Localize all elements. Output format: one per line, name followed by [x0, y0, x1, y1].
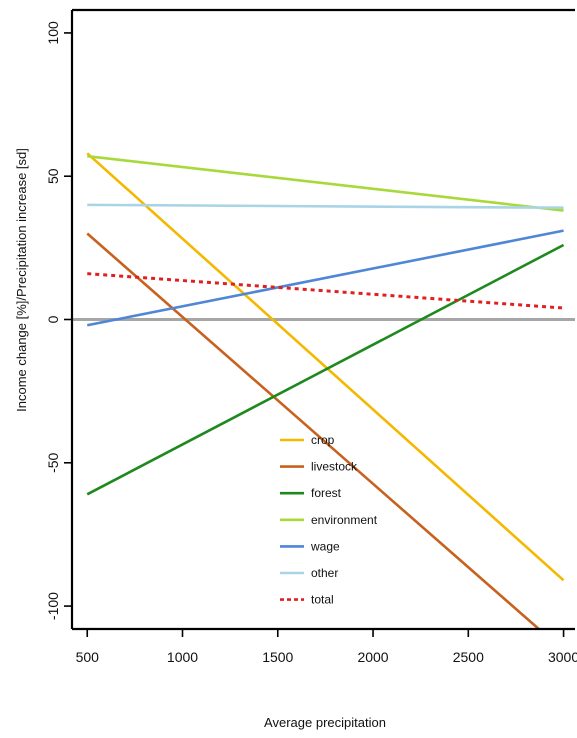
legend-label-crop: crop — [311, 433, 335, 447]
x-axis-title: Average precipitation — [264, 715, 386, 730]
x-tick-label: 2000 — [357, 649, 388, 665]
legend-label-total: total — [311, 593, 334, 607]
y-tick-label: 50 — [45, 168, 61, 184]
legend-label-wage: wage — [310, 539, 340, 553]
legend-label-other: other — [311, 566, 338, 580]
y-tick-label: -50 — [45, 452, 61, 472]
legend-label-forest: forest — [311, 486, 342, 500]
legend-label-livestock: livestock — [311, 460, 358, 474]
x-tick-label: 3000 — [548, 649, 577, 665]
legend-label-environment: environment — [311, 513, 378, 527]
y-tick-label: -100 — [45, 592, 61, 620]
y-tick-label: 0 — [45, 315, 61, 323]
series-line-other — [87, 203, 564, 210]
y-axis-title: Income change [%]/Precipitation increase… — [14, 148, 29, 412]
series-lines — [72, 152, 575, 629]
series-line-forest — [86, 243, 565, 496]
axes: 500 1000 1500 2000 2500 3000 -100 -50 0 50 100 — [45, 8, 577, 665]
series-line-wage — [86, 229, 564, 327]
series-line-environment — [87, 154, 564, 212]
x-tick-label: 1500 — [262, 649, 293, 665]
series-line-livestock — [86, 232, 540, 629]
x-tick-label: 500 — [76, 649, 100, 665]
x-tick-label: 2500 — [453, 649, 484, 665]
series-line-crop — [86, 152, 565, 582]
legend: crop livestock forest environment wage other t… — [280, 433, 378, 607]
y-tick-label: 100 — [45, 21, 61, 45]
x-tick-label: 1000 — [167, 649, 198, 665]
